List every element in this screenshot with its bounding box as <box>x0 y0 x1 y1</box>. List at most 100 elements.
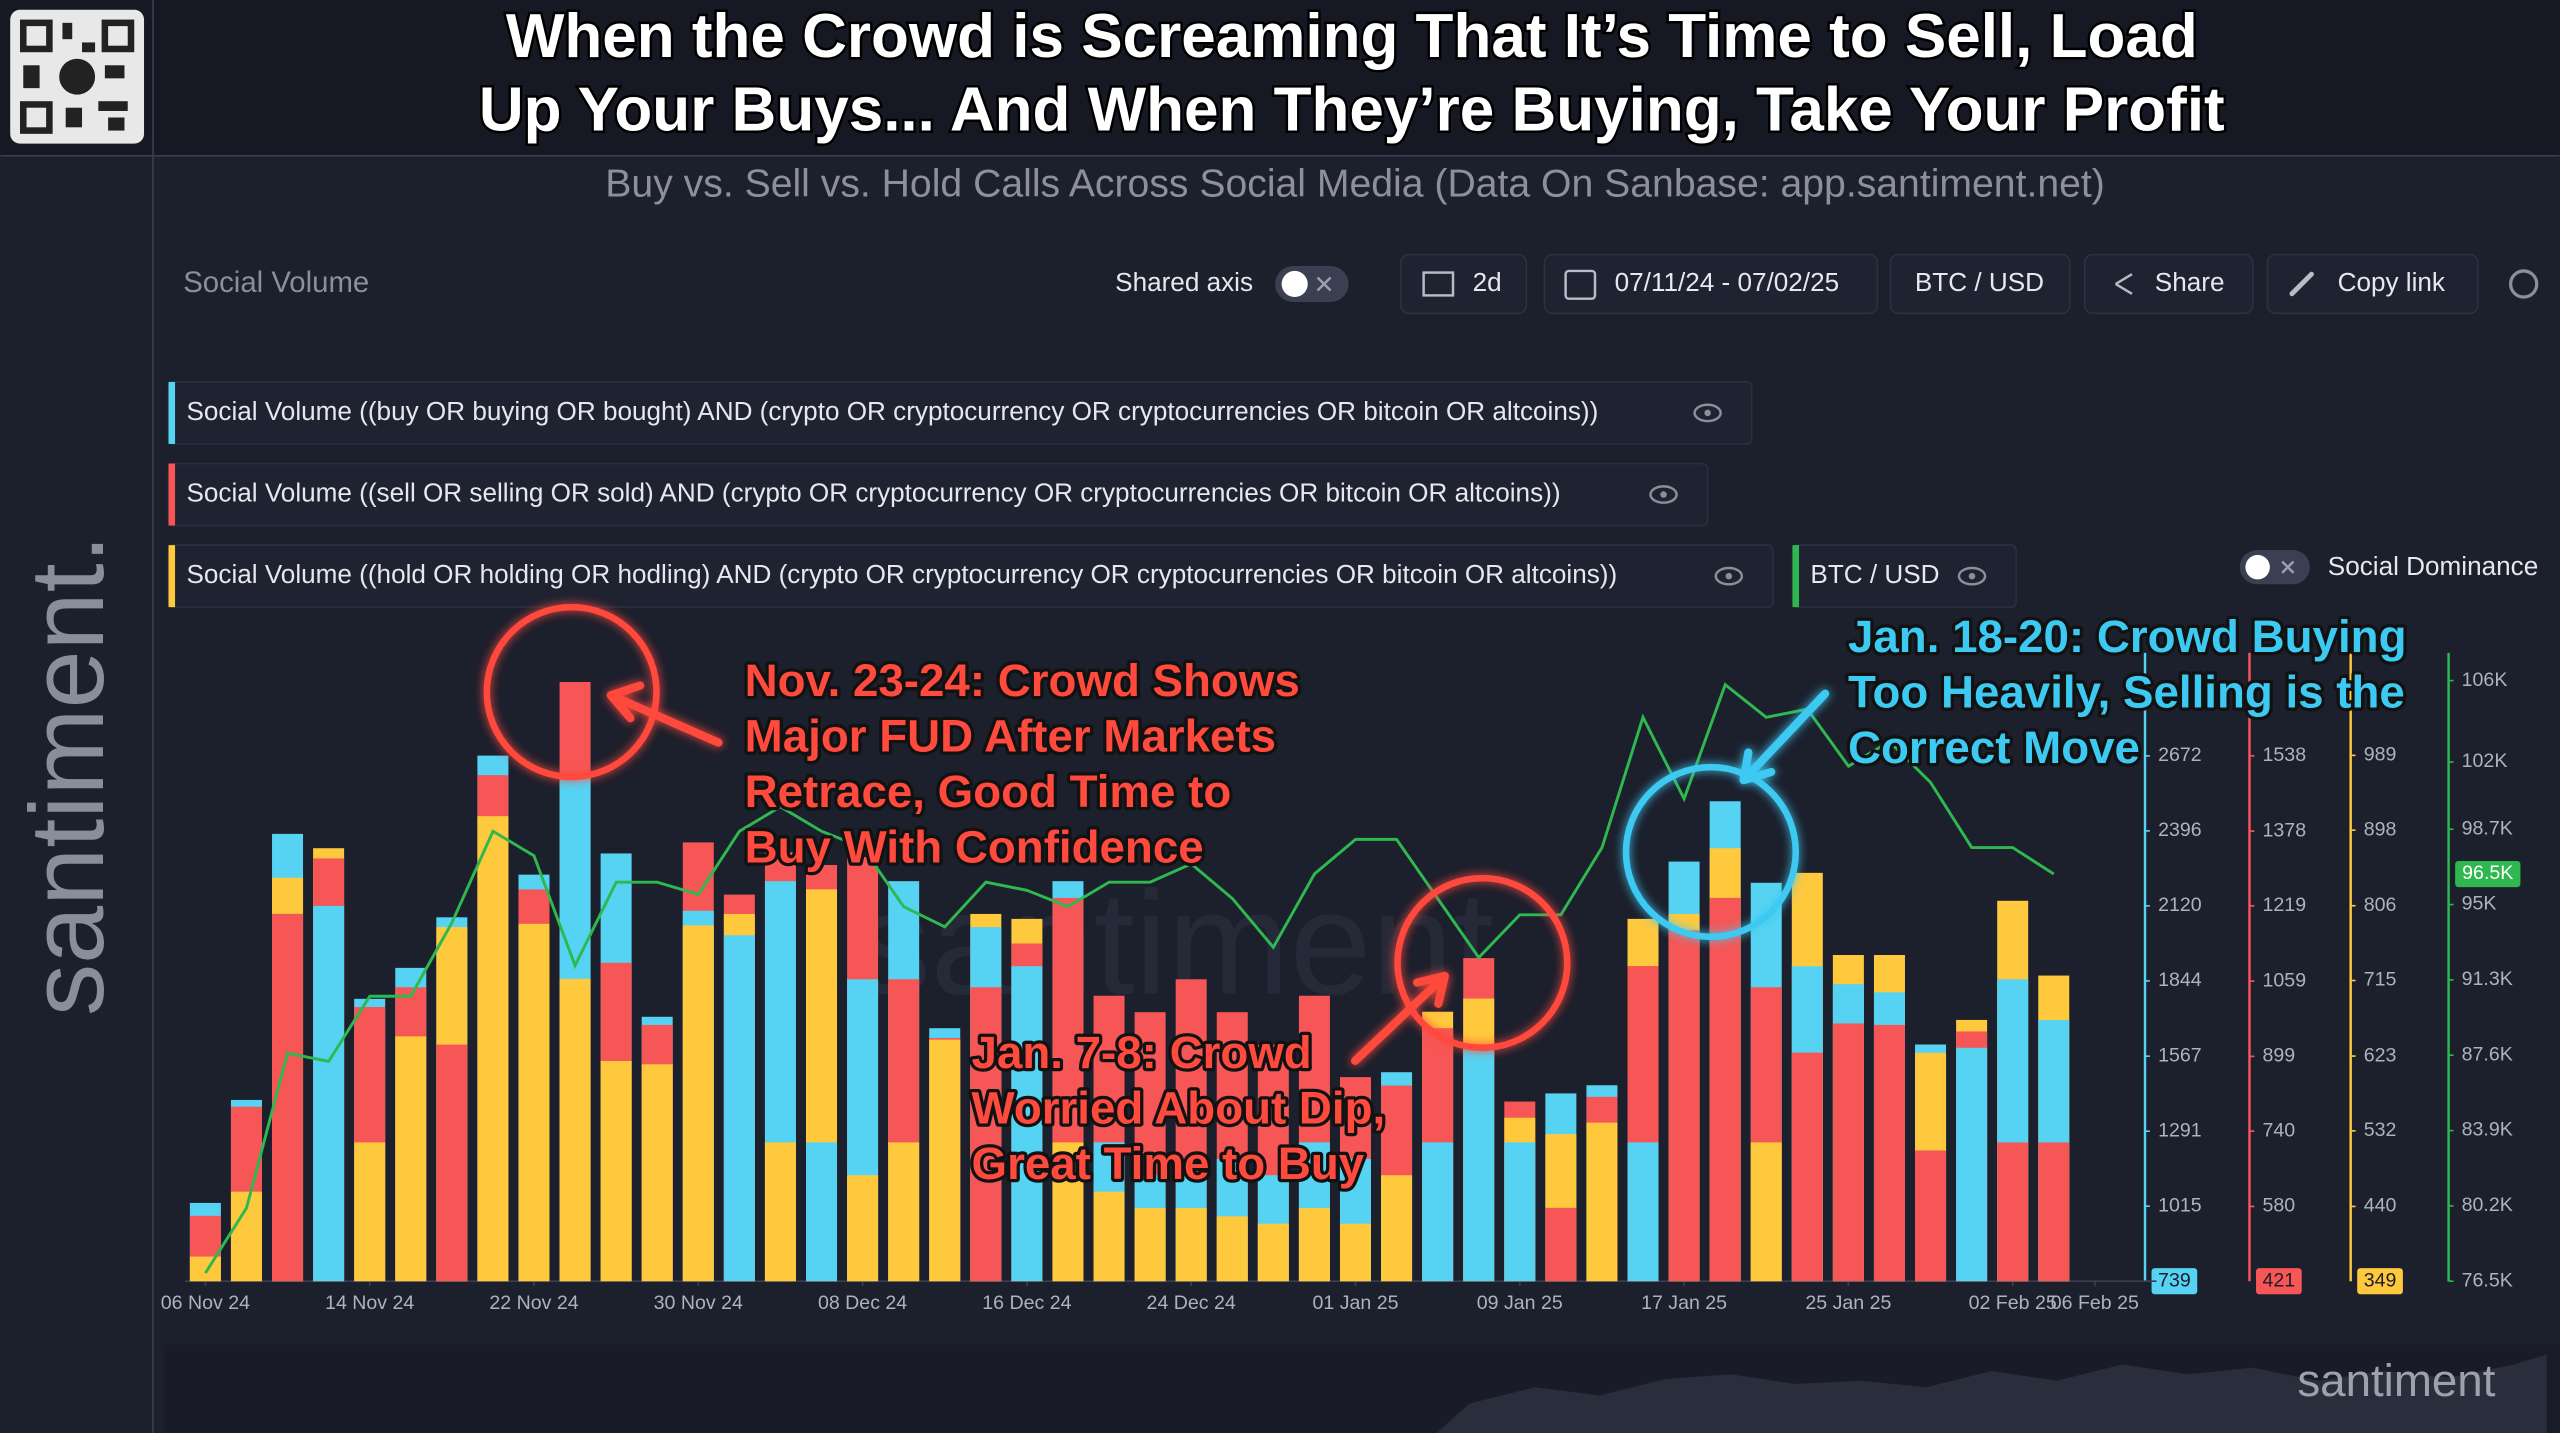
bar <box>2038 1142 2070 1282</box>
y-tick-label: 2396 <box>2158 819 2202 841</box>
legend-visibility-toggle[interactable] <box>1957 566 1987 586</box>
bar <box>1175 1208 1207 1282</box>
bar <box>806 1142 838 1282</box>
social-dominance-toggle[interactable] <box>2239 550 2310 585</box>
bar <box>1422 1142 1454 1282</box>
bar <box>1873 1024 1905 1282</box>
bar <box>354 1142 386 1282</box>
interval-button[interactable]: 2d <box>1399 253 1528 315</box>
button-frame <box>2266 253 2479 315</box>
toggle-knob <box>1281 270 1308 298</box>
legend-visibility-toggle[interactable] <box>1714 566 1744 586</box>
bar <box>189 1256 221 1282</box>
qr-corner-inner <box>108 26 128 46</box>
bar <box>1750 1142 1782 1282</box>
qr-corner-inner <box>26 107 47 128</box>
y-tick-label: 1844 <box>2158 969 2202 991</box>
y-tick-label: 899 <box>2263 1045 2296 1067</box>
y-tick-label: 440 <box>2364 1195 2397 1217</box>
date-range-button[interactable]: 07/11/24 - 07/02/25 <box>1543 253 1879 315</box>
pair-button[interactable]: BTC / USD <box>1889 253 2071 315</box>
annotation-text: Jan. 7-8: Crowd <box>972 1027 1312 1078</box>
bar <box>970 987 1002 1282</box>
legend-label: BTC / USD <box>1810 559 1939 589</box>
y-tick-label: 532 <box>2364 1119 2397 1141</box>
toggle-icon <box>1316 276 1332 292</box>
bar <box>1011 966 1043 1282</box>
annotation-text: Too Heavily, Selling is the <box>1848 666 2405 717</box>
legend-visibility-toggle[interactable] <box>1693 403 1722 423</box>
share-button[interactable]: Share <box>2083 253 2254 315</box>
qr-dot <box>104 65 125 79</box>
eye-pupil <box>1968 572 1976 580</box>
y-tick-label: 1015 <box>2158 1194 2202 1216</box>
button-frame <box>1889 253 2071 315</box>
annotation-text: Major FUD After Markets <box>745 710 1276 761</box>
x-tick-label: 22 Nov 24 <box>489 1292 578 1314</box>
button-frame <box>2083 253 2254 315</box>
bar <box>395 1036 427 1282</box>
y-tick-label: 989 <box>2364 744 2397 766</box>
y-tick-label: 106K <box>2462 669 2508 691</box>
bar <box>1956 1047 1988 1282</box>
x-tick-label: 06 Feb 25 <box>2051 1292 2139 1314</box>
bar <box>1832 1023 1864 1282</box>
y-tick-label: 580 <box>2263 1195 2296 1217</box>
y-tick-label: 1219 <box>2263 894 2307 916</box>
annotation-text: Worried About Dip, <box>972 1083 1386 1134</box>
x-tick-label: 17 Jan 25 <box>1641 1292 1727 1314</box>
y-tick-label: 102K <box>2462 750 2508 772</box>
highlight-circle <box>1622 763 1800 941</box>
button-frame <box>1399 253 1528 315</box>
qr-code <box>10 9 145 144</box>
share-label: Share <box>2155 267 2225 297</box>
pair-label: BTC / USD <box>1915 267 2044 297</box>
bar <box>518 923 550 1282</box>
y-tick-label: 806 <box>2364 894 2397 916</box>
bar <box>1257 1223 1289 1282</box>
copy-link-button[interactable]: Copy link <box>2266 253 2479 315</box>
bar <box>1298 1208 1330 1282</box>
y-tick-label: 1567 <box>2158 1044 2202 1066</box>
bar <box>1216 1216 1248 1282</box>
y-tick-label: 2120 <box>2158 894 2202 916</box>
legend-label: Social Volume ((buy OR buying OR bought)… <box>186 396 1598 426</box>
legend-label: Social Volume ((hold OR holding OR hodli… <box>186 559 1617 589</box>
y-tick-label: 898 <box>2364 818 2397 840</box>
legend-visibility-toggle[interactable] <box>1649 485 1678 504</box>
bar <box>1915 1150 1947 1282</box>
price-marker <box>2455 860 2521 888</box>
annotation-shapes <box>483 603 1830 1065</box>
qr-dot <box>98 101 128 111</box>
plot: santiment Social Volume ((buy OR buying O… <box>161 381 2521 1314</box>
eye-pupil <box>1660 491 1667 498</box>
interval-label: 2d <box>1473 267 1502 297</box>
x-tick-label: 14 Nov 24 <box>325 1292 414 1314</box>
x-tick-label: 30 Nov 24 <box>654 1292 743 1314</box>
bar <box>1709 897 1741 1282</box>
bar <box>929 1039 961 1282</box>
bar <box>313 905 345 1282</box>
bar <box>1134 1208 1166 1282</box>
y-tick-label: 715 <box>2364 969 2397 991</box>
bar <box>477 816 509 1282</box>
arrow <box>606 681 723 747</box>
y-tick-label: 740 <box>2263 1119 2296 1141</box>
bar <box>1586 1122 1618 1282</box>
eye-pupil <box>1704 409 1711 417</box>
bar <box>1997 1142 2029 1282</box>
settings-button[interactable] <box>2508 269 2539 299</box>
date-range-label: 07/11/24 - 07/02/25 <box>1615 267 1840 297</box>
y-tick-label: 1538 <box>2263 744 2307 766</box>
legend-item <box>167 462 1709 527</box>
eye-icon <box>1649 485 1678 504</box>
shared-axis-toggle[interactable] <box>1275 266 1349 302</box>
price-marker-label: 96.5K <box>2462 862 2513 884</box>
highlight-circle <box>1394 874 1571 1052</box>
bar <box>1791 1052 1823 1282</box>
annotation-text: Great Time to Buy <box>972 1138 1365 1189</box>
axis-min-badge <box>2357 1268 2403 1295</box>
x-tick-label: 01 Jan 25 <box>1312 1292 1398 1314</box>
y-tick-label: 98.7K <box>2462 817 2513 839</box>
